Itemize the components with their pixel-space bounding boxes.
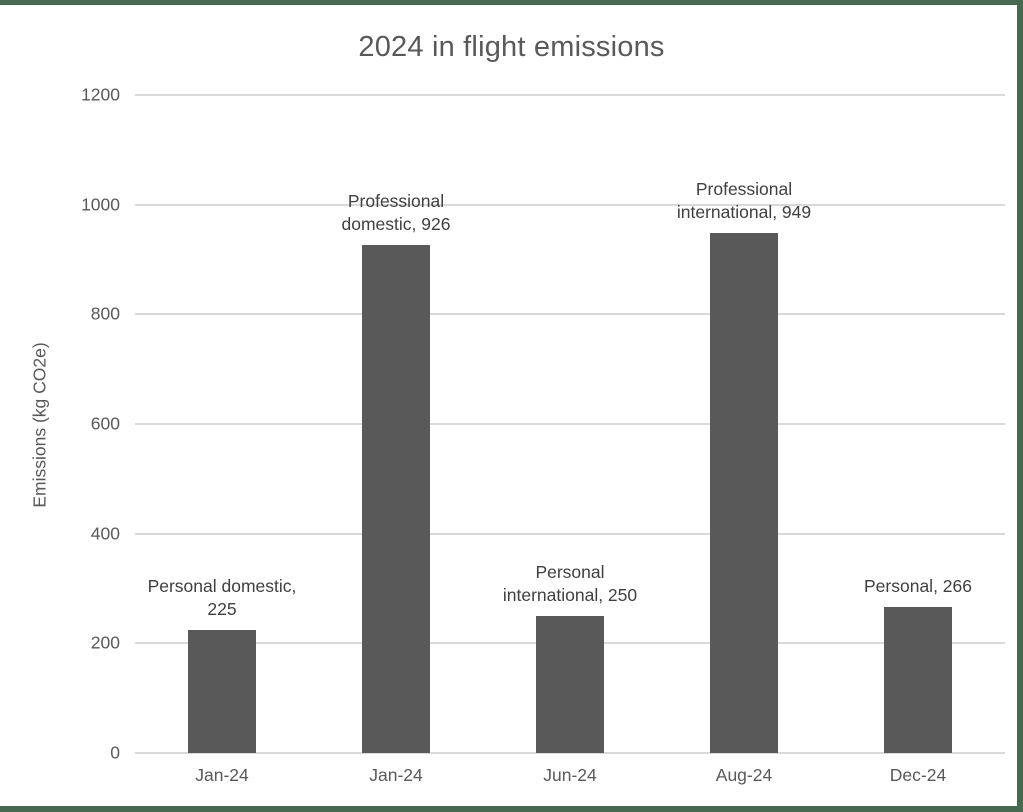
bar-data-label-line: domestic, 926	[341, 214, 451, 235]
y-tick-label: 800	[90, 303, 120, 324]
gridline-y-600	[135, 423, 1005, 425]
gridline-y-1200	[135, 94, 1005, 96]
bar-data-label-line: Personal	[535, 561, 605, 582]
x-tick-label: Aug-24	[715, 765, 773, 785]
bar-data-label-line: Personal, 266	[864, 576, 972, 597]
y-tick-label: 1000	[81, 194, 120, 215]
bar-data-label: Professional domestic, 926	[281, 190, 511, 236]
bar-4[interactable]	[710, 232, 778, 753]
gridline-y-0	[135, 752, 1005, 754]
chart-title: 2024 in flight emissions	[358, 31, 665, 63]
bar-data-label-line: Professional	[347, 191, 445, 212]
bar-data-label-line: international, 250	[502, 584, 638, 605]
gridline-y-400	[135, 532, 1005, 535]
bar-data-label: Personal international, 250	[455, 561, 685, 607]
y-tick-label: 400	[90, 523, 120, 544]
y-tick-label: 0	[110, 742, 120, 763]
bar-data-label: Professional international, 949	[629, 178, 859, 224]
y-tick-label: 1200	[81, 84, 120, 105]
x-tick-label: Jan-24	[369, 765, 423, 785]
bar-data-label: Personal, 266	[803, 575, 1017, 598]
x-tick-label: Jan-24	[195, 765, 249, 785]
bar-data-label: Personal domestic, 225	[107, 575, 337, 621]
y-tick-label: 600	[90, 413, 120, 434]
bar-data-label-line: Professional	[695, 178, 793, 199]
bar-3[interactable]	[536, 615, 604, 753]
bar-5[interactable]	[884, 607, 952, 753]
bar-data-label-line: international, 949	[676, 201, 812, 222]
bar-data-label-line: Personal domestic,	[147, 575, 297, 596]
bar-data-label-line: 225	[207, 598, 237, 619]
x-tick-label: Dec-24	[889, 765, 947, 785]
bar-1[interactable]	[188, 629, 256, 753]
bar-2[interactable]	[362, 245, 430, 753]
gridline-y-800	[135, 313, 1005, 316]
x-tick-label: Jun-24	[543, 765, 597, 785]
y-tick-label: 200	[90, 632, 120, 653]
gridline-y-1000	[135, 203, 1005, 206]
